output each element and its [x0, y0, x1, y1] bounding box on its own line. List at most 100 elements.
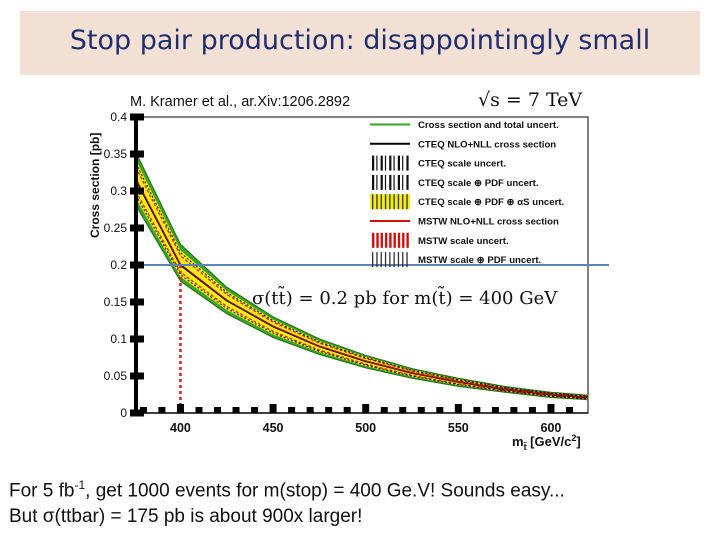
- x-major-tick: [269, 404, 277, 413]
- x-minor-tick: [399, 407, 407, 413]
- legend-hatch: [406, 252, 408, 268]
- legend-label: CTEQ scale ⊕ PDF ⊕ αS uncert.: [418, 197, 564, 208]
- x-minor-tick: [417, 407, 425, 413]
- legend-hatch: [402, 252, 404, 268]
- legend-hatch: [384, 174, 387, 190]
- y-tick: [130, 298, 144, 306]
- x-tick-label: 500: [355, 421, 376, 435]
- legend-label: CTEQ NLO+NLL cross section: [418, 139, 556, 150]
- x-major-tick: [547, 404, 555, 413]
- legend-hatch: [376, 232, 379, 248]
- legend-hatch: [402, 194, 404, 210]
- y-tick: [130, 261, 144, 269]
- legend-hatch: [372, 252, 374, 268]
- legend-hatch: [406, 194, 408, 210]
- mstw-central-line: [135, 178, 589, 398]
- legend-hatch: [393, 252, 395, 268]
- legend-hatch: [372, 194, 374, 210]
- bottom-text: For 5 fb-1, get 1000 events for m(stop) …: [9, 472, 565, 530]
- legend-hatch: [380, 174, 383, 190]
- y-tick: [130, 335, 144, 343]
- y-tick: [130, 409, 144, 417]
- x-minor-tick: [251, 407, 259, 413]
- y-tick: [130, 187, 144, 195]
- legend-hatch: [384, 155, 387, 171]
- legend-hatch: [372, 155, 375, 171]
- y-tick: [130, 372, 144, 380]
- x-major-tick: [176, 404, 184, 413]
- legend-hatch: [402, 155, 404, 171]
- x-minor-tick: [158, 407, 166, 413]
- legend-hatch: [406, 155, 409, 171]
- x-minor-tick: [380, 407, 388, 413]
- x-minor-tick: [214, 407, 222, 413]
- legend-hatch: [393, 232, 396, 248]
- energy-label: √s = 7 TeV: [478, 89, 582, 111]
- x-minor-tick: [528, 407, 536, 413]
- x-tick-label: 450: [263, 421, 284, 435]
- y-tick: [130, 224, 144, 232]
- bottom-line-1: For 5 fb-1, get 1000 events for m(stop) …: [9, 478, 565, 502]
- legend-hatch: [389, 155, 392, 171]
- legend-hatch: [397, 174, 400, 190]
- y-tick-label: 0.35: [104, 147, 128, 161]
- legend-hatch: [376, 155, 378, 171]
- legend-hatch: [372, 232, 375, 248]
- x-tick-label: 600: [541, 421, 562, 435]
- chart-annotation: σ(tt̃) = 0.2 pb for m(t̃) = 400 GeV: [252, 286, 558, 309]
- x-minor-tick: [195, 407, 203, 413]
- x-axis-title: mt̃ [GeV/c2]: [512, 433, 581, 452]
- legend-hatch: [397, 155, 400, 171]
- legend-hatch: [393, 174, 395, 190]
- mstw-scale-lower-line: [135, 191, 589, 400]
- legend-hatch: [393, 155, 395, 171]
- y-tick-label: 0.2: [110, 258, 127, 272]
- legend-label: MSTW scale uncert.: [418, 236, 509, 247]
- y-tick-label: 0.25: [104, 221, 128, 235]
- x-minor-tick: [565, 407, 573, 413]
- total-uncertainty-band: [135, 152, 589, 401]
- legend-label: CTEQ scale ⊕ PDF uncert.: [418, 178, 539, 189]
- x-minor-tick: [473, 407, 481, 413]
- legend-hatch: [406, 174, 409, 190]
- legend-hatch: [389, 174, 392, 190]
- legend-hatch: [389, 194, 391, 210]
- legend-hatch: [397, 232, 401, 248]
- x-major-tick: [454, 404, 462, 413]
- x-major-tick: [362, 404, 370, 413]
- x-minor-tick: [436, 407, 444, 413]
- y-tick-label: 0.3: [110, 184, 127, 198]
- chart-title: M. Kramer et al., ar.Xiv:1206.2892: [130, 94, 350, 110]
- legend-label: MSTW NLO+NLL cross section: [418, 217, 559, 228]
- legend-hatch: [402, 232, 405, 248]
- legend-hatch: [393, 194, 395, 210]
- title-box: Stop pair production: disappointingly sm…: [20, 11, 700, 75]
- legend-hatch: [376, 174, 378, 190]
- x-minor-tick: [232, 407, 240, 413]
- y-tick-label: 0.1: [110, 332, 127, 346]
- y-tick-label: 0.4: [110, 110, 127, 124]
- legend-label: CTEQ scale uncert.: [418, 159, 506, 170]
- legend-label: Cross section and total uncert.: [418, 120, 559, 131]
- y-tick: [130, 150, 144, 158]
- legend-hatch: [380, 194, 382, 210]
- legend-hatch: [376, 252, 378, 268]
- x-minor-tick: [510, 407, 518, 413]
- legend-hatch: [397, 194, 400, 210]
- y-tick-label: 0: [120, 406, 127, 420]
- x-minor-tick: [306, 407, 314, 413]
- x-minor-tick: [491, 407, 499, 413]
- legend-hatch: [380, 252, 382, 268]
- y-tick-label: 0.15: [104, 295, 128, 309]
- y-tick: [130, 113, 144, 121]
- x-minor-tick: [325, 407, 333, 413]
- y-axis-title: Cross section [pb]: [88, 133, 102, 238]
- legend-hatch: [389, 252, 391, 268]
- legend-hatch: [384, 252, 387, 268]
- bottom-line-2: But σ(ttbar) = 175 pb is about 900x larg…: [9, 506, 363, 528]
- legend-hatch: [384, 194, 387, 210]
- y-tick-label: 0.05: [104, 369, 128, 383]
- legend-hatch: [384, 232, 388, 248]
- x-minor-tick: [343, 407, 351, 413]
